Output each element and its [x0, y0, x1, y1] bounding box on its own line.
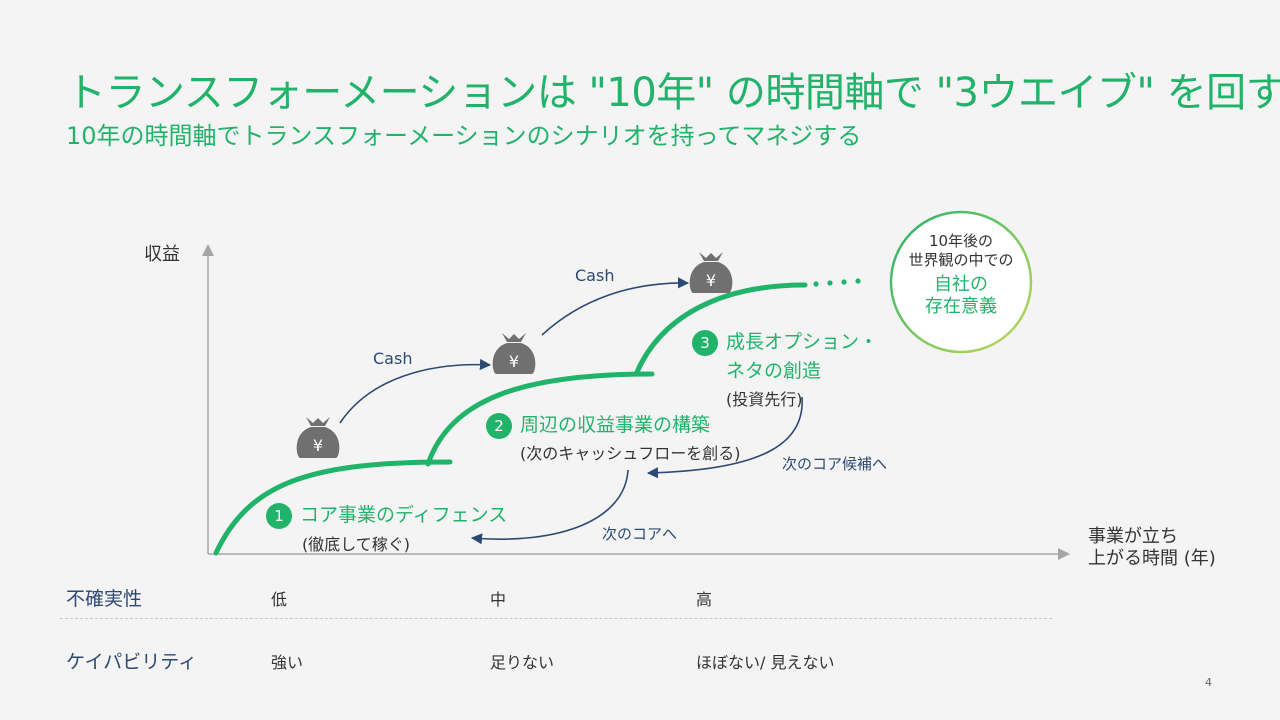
svg-text:¥: ¥: [313, 436, 323, 455]
next-core-label: 次のコアへ: [602, 525, 678, 543]
capability-strong: 強い: [271, 653, 304, 672]
wave-2-title-text: 周辺の収益事業の構築: [520, 414, 711, 436]
y-axis-arrowhead: [202, 244, 214, 256]
cash-label: Cash: [575, 266, 615, 285]
wave-3-note: (投資先行): [726, 390, 803, 409]
uncertainty-low: 低: [271, 590, 288, 609]
wave-2-title: 2 周辺の収益事業の構築: [486, 410, 710, 439]
svg-text:¥: ¥: [509, 352, 519, 371]
uncertainty-mid: 中: [490, 590, 507, 609]
svg-text:¥: ¥: [706, 271, 716, 290]
next-core-arrow: [470, 469, 629, 545]
x-axis-label-line2: 上がる時間 (年): [1088, 548, 1216, 569]
next-core-candidate-arrow: [646, 396, 803, 479]
wave-3-curve: [634, 282, 808, 375]
uncertainty-label: 不確実性: [66, 588, 143, 610]
cash-label: Cash: [373, 349, 413, 368]
capability-insufficient: 足りない: [490, 653, 555, 672]
wave-2-badge: 2: [486, 412, 512, 439]
wave-2-curve: [425, 371, 655, 467]
wave-3-title: 3 成長オプション・: [692, 327, 878, 356]
wave-3-title-line1: 成長オプション・: [726, 331, 879, 353]
capability-none: ほぼない/ 見えない: [696, 653, 835, 672]
wave-1-curve: [213, 459, 453, 556]
uncertainty-high: 高: [696, 590, 713, 609]
wave-2-note: (次のキャッシュフローを創る): [520, 444, 741, 463]
wave-continuation-dots: [813, 278, 861, 287]
next-core-candidate-label: 次のコア候補へ: [782, 455, 888, 473]
capability-label: ケイパビリティ: [66, 651, 198, 673]
vision-line2: 世界観の中での: [908, 250, 1014, 269]
page-number: 4: [1205, 676, 1212, 689]
cash-arrow: [339, 358, 492, 424]
page-subtitle: 10年の時間軸でトランスフォーメーションのシナリオを持ってマネジする: [66, 122, 862, 150]
wave-1-title: 1 コア事業のディフェンス: [266, 500, 507, 529]
x-axis-label-line1: 事業が立ち: [1088, 526, 1178, 547]
vision-line4: 存在意義: [925, 296, 997, 317]
y-axis-label: 収益: [144, 244, 180, 265]
wave-3-title-line2: ネタの創造: [726, 360, 822, 382]
vision-circle: [889, 210, 1033, 354]
page-title: トランスフォーメーションは "10年" の時間軸で "3ウエイブ" を回す: [66, 70, 1280, 116]
wave-3-badge: 3: [692, 329, 718, 356]
money-bag-icon: ¥: [492, 333, 536, 374]
wave-1-note: (徹底して稼ぐ): [302, 535, 411, 554]
vision-line1: 10年後の: [928, 232, 994, 250]
money-bag-icon: ¥: [689, 252, 733, 293]
table-divider: [60, 618, 1052, 619]
wave-1-badge: 1: [266, 502, 292, 529]
wave-1-title-text: コア事業のディフェンス: [300, 504, 508, 526]
vision-text: 10年後の 世界観の中での 自社の 存在意義: [888, 232, 1034, 319]
vision-line3: 自社の: [934, 273, 988, 295]
x-axis-arrowhead: [1058, 548, 1070, 560]
cash-arrow: [541, 277, 690, 336]
money-bag-icon: ¥: [296, 417, 340, 458]
